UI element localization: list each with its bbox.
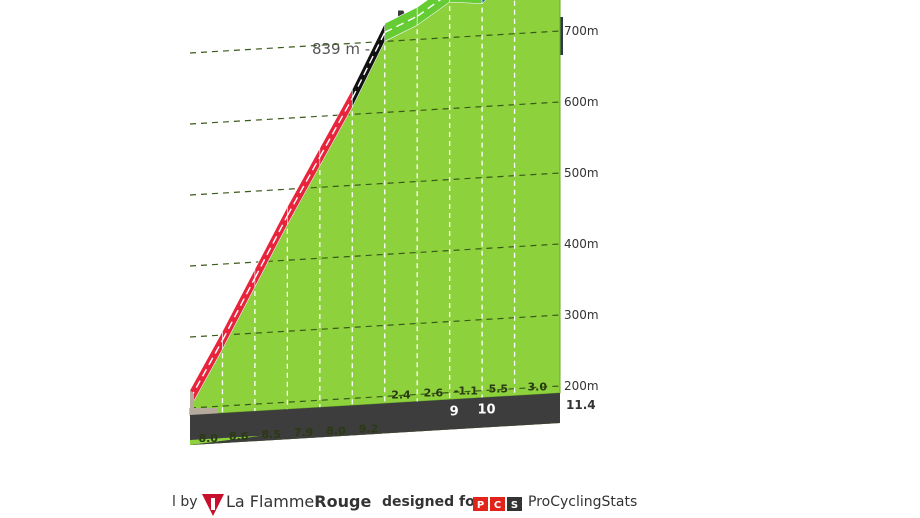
gradient-label: -1.1 (454, 385, 478, 398)
km-label: 9 (450, 405, 459, 420)
km-label: 10 (478, 403, 496, 418)
profile-top-segment (449, 0, 483, 4)
svg-text:C: C (494, 500, 501, 511)
road-centerline (416, 0, 442, 17)
y-axis-label: 200m (564, 379, 599, 393)
profile-top-segment (481, 0, 487, 5)
road-centerline (286, 156, 321, 217)
elevation-gridline (189, 243, 561, 267)
km-label: 6 (352, 436, 361, 451)
profile-base-top (190, 397, 560, 445)
profile-start-face (190, 408, 218, 415)
y-axis-label: 600m (564, 95, 599, 109)
road-centerline (254, 215, 288, 279)
brand-name-a: La Flamme (226, 492, 315, 511)
km-label: 5 (320, 438, 329, 453)
y-axis-label: 400m (564, 237, 599, 251)
elevation-gridline (189, 314, 561, 338)
gradient-label: 2.4 (391, 388, 411, 401)
gradient-label: 5.5 (489, 383, 509, 396)
profile-base-band (190, 393, 560, 445)
km-label: 4 (287, 440, 296, 455)
elevation-gridline (189, 30, 561, 54)
gradient-label: 8.6 (229, 430, 249, 443)
gradient-label: 8.0 (198, 432, 218, 445)
gradient-label: 8.5 (261, 428, 281, 441)
brand-name-b: Rouge (314, 492, 372, 511)
elevation-gridline (189, 172, 561, 196)
flamme-rouge-logo-icon (202, 494, 224, 516)
profile-side-face (189, 0, 561, 416)
pcs-name[interactable]: ProCyclingStats (528, 494, 638, 510)
y-axis-label: 300m (564, 308, 599, 322)
km-label: 8 (417, 433, 426, 448)
gradient-label: 2.6 (424, 387, 444, 400)
y-axis-label: 700m (564, 24, 599, 38)
road-centerline (189, 339, 224, 400)
pcs-logo-icon: P C S (473, 497, 522, 511)
gradient-label: 7.9 (294, 426, 314, 439)
designed-for-label: designed for (382, 494, 482, 510)
brand-name[interactable]: La FlammeRouge (226, 492, 371, 511)
km-label: 3 (255, 442, 264, 457)
gradient-label: 9.2 (359, 422, 379, 435)
km-label: 1 (190, 446, 199, 461)
km-label: 7 (385, 434, 394, 449)
gradient-label: 3.0 (528, 380, 548, 393)
road-centerline (221, 277, 256, 341)
svg-text:S: S (511, 500, 518, 511)
profile-top-segment (416, 0, 450, 26)
elevation-gridline (189, 101, 561, 125)
elevation-gridline (189, 385, 561, 409)
km-label: 2 (222, 444, 231, 459)
gradient-label: 8.0 (326, 424, 346, 437)
road-centerline (384, 15, 418, 34)
total-distance-label: 11.4 (566, 398, 596, 412)
svg-text:P: P (477, 500, 484, 511)
road-centerline (319, 97, 353, 158)
footer-by: l by (172, 494, 198, 510)
y-axis-label: 500m (564, 166, 599, 180)
